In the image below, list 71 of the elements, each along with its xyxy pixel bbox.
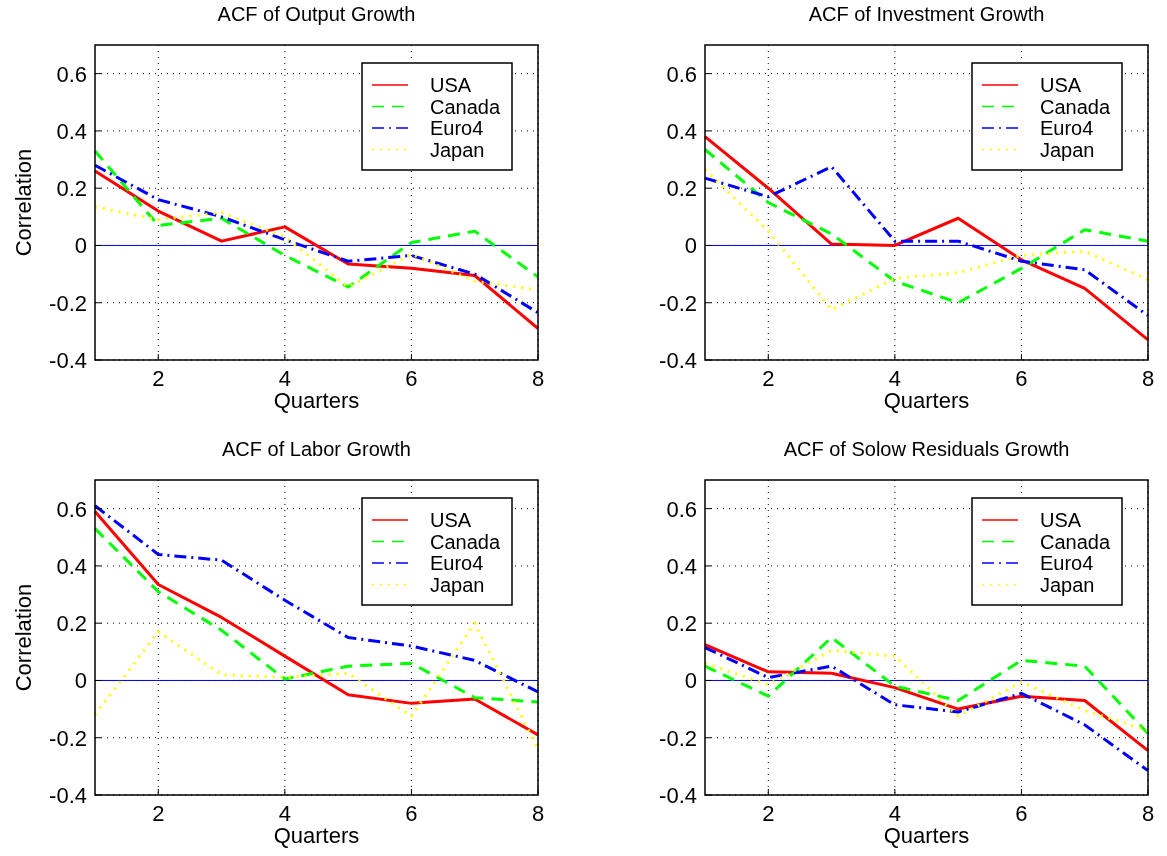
legend-label: Euro4: [1040, 552, 1094, 574]
legend-label: Japan: [430, 573, 485, 596]
y-tick-label: 0: [74, 233, 87, 259]
y-tick-label: 0.6: [666, 61, 697, 87]
x-axis-title: Quarters: [883, 823, 970, 848]
y-tick-label: 0.2: [666, 611, 697, 637]
x-tick-label: 8: [1141, 366, 1155, 391]
y-tick-label: 0.6: [666, 496, 697, 522]
y-tick-label: -0.2: [659, 725, 697, 751]
x-tick-label: 4: [888, 366, 901, 391]
x-tick-label: 2: [762, 801, 775, 826]
legend-label: Euro4: [430, 552, 484, 574]
y-tick-label: 0: [74, 668, 87, 694]
y-tick-label: 0.4: [666, 553, 697, 579]
legend-label: Canada: [430, 95, 501, 118]
y-tick-label: 0.2: [56, 176, 87, 202]
x-tick-label: 6: [1015, 801, 1028, 826]
x-tick-label: 2: [152, 801, 165, 826]
legend-label: Canada: [1040, 95, 1111, 118]
legend-label: USA: [430, 74, 472, 96]
x-tick-label: 2: [152, 366, 165, 391]
y-tick-label: -0.2: [49, 725, 87, 751]
y-tick-label: -0.4: [659, 783, 697, 808]
y-tick-label: -0.2: [659, 290, 697, 316]
y-tick-label: 0: [684, 668, 697, 694]
x-tick-label: 6: [1015, 366, 1028, 391]
y-tick-label: -0.2: [49, 290, 87, 316]
line-series: [703, 646, 1150, 773]
y-tick-label: 0.6: [56, 496, 87, 522]
line-series: [93, 527, 540, 704]
x-tick-label: 6: [405, 801, 418, 826]
line-series: [93, 504, 540, 694]
chart-title: ACF of Output Growth: [217, 3, 416, 25]
legend-label: USA: [430, 509, 472, 531]
legend-label: Japan: [430, 138, 485, 161]
y-tick-label: -0.4: [659, 348, 697, 373]
y-tick-label: 0.4: [56, 553, 87, 579]
legend-label: Canada: [430, 530, 501, 553]
x-tick-label: 2: [762, 366, 775, 391]
x-tick-label: 4: [278, 801, 291, 826]
y-axis-title: Correlation: [11, 148, 36, 257]
y-axis-title: Correlation: [11, 583, 36, 692]
y-tick-label: -0.4: [49, 783, 87, 808]
x-axis-title: Quarters: [883, 388, 970, 413]
x-axis-title: Quarters: [273, 388, 360, 413]
legend-label: Canada: [1040, 530, 1111, 553]
legend-label: USA: [1040, 74, 1082, 96]
y-tick-label: 0.4: [666, 118, 697, 144]
x-axis-title: Quarters: [273, 823, 360, 848]
y-tick-label: 0.2: [666, 176, 697, 202]
chart-title: ACF of Labor Growth: [222, 438, 411, 460]
chart-title: ACF of Solow Residuals Growth: [783, 438, 1070, 460]
x-tick-label: 8: [1141, 801, 1155, 826]
y-tick-label: 0.4: [56, 118, 87, 144]
x-tick-label: 4: [278, 366, 291, 391]
y-tick-label: 0.6: [56, 61, 87, 87]
x-tick-label: 8: [531, 801, 545, 826]
chart-title: ACF of Investment Growth: [808, 3, 1045, 25]
line-series: [93, 510, 540, 737]
legend-label: Euro4: [430, 117, 484, 139]
legend-label: Japan: [1040, 138, 1095, 161]
y-tick-label: 0: [684, 233, 697, 259]
line-series: [703, 135, 1150, 342]
x-tick-label: 8: [531, 366, 545, 391]
x-tick-label: 6: [405, 366, 418, 391]
y-tick-label: -0.4: [49, 348, 87, 373]
legend-label: Japan: [1040, 573, 1095, 596]
y-tick-label: 0.2: [56, 611, 87, 637]
legend-label: Euro4: [1040, 117, 1094, 139]
x-tick-label: 4: [888, 801, 901, 826]
legend-label: USA: [1040, 509, 1082, 531]
